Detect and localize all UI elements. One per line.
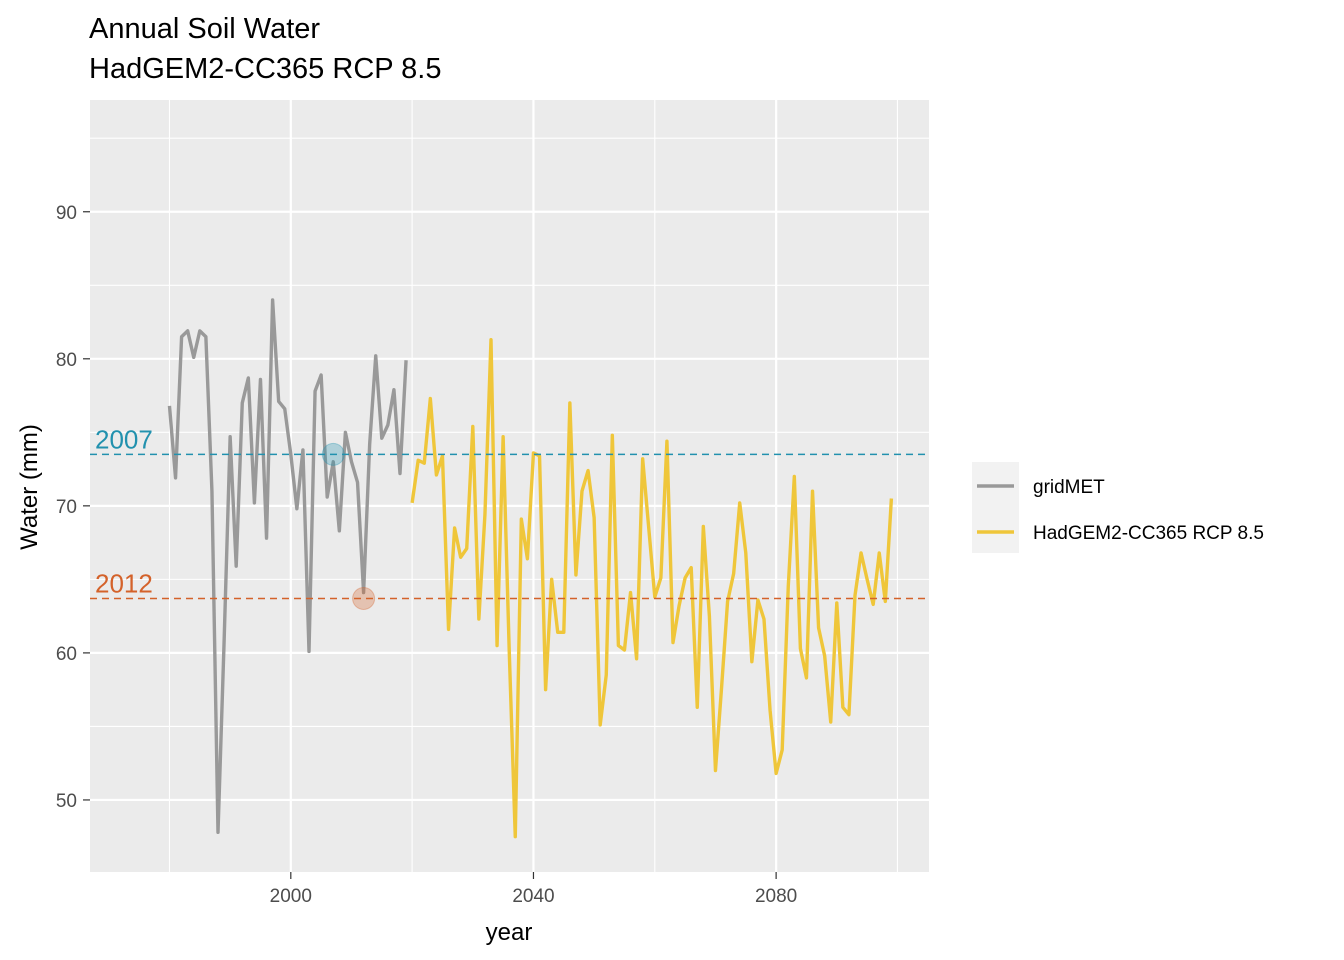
reference-markers <box>321 442 376 610</box>
chart-title: Annual Soil Water <box>89 13 320 45</box>
y-tick-label: 80 <box>56 350 77 371</box>
legend-keys-background <box>972 462 1019 553</box>
y-tick-label: 90 <box>56 203 77 224</box>
chart-subtitle: HadGEM2-CC365 RCP 8.5 <box>89 53 441 85</box>
x-axis-title: year <box>486 919 533 946</box>
legend-label-hadgem[interactable]: HadGEM2-CC365 RCP 8.5 <box>1033 523 1264 544</box>
series-line-1[interactable] <box>410 337 894 839</box>
reference-label-2007: 2007 <box>95 424 153 454</box>
y-tick-label: 70 <box>56 497 77 518</box>
reference-marker-2012[interactable] <box>352 586 376 610</box>
grid-minor <box>90 100 929 872</box>
y-axis-title: Water (mm) <box>16 424 43 550</box>
reference-label-2012: 2012 <box>95 568 153 598</box>
y-tick-label: 60 <box>56 644 77 665</box>
series-line-0[interactable] <box>167 298 408 834</box>
x-tick-label: 2000 <box>270 886 312 907</box>
x-tick-label: 2040 <box>512 886 554 907</box>
reference-marker-2007[interactable] <box>321 442 345 466</box>
x-tick-label: 2080 <box>755 886 797 907</box>
y-tick-label: 50 <box>56 791 77 812</box>
legend-label-gridmet[interactable]: gridMET <box>1033 477 1105 498</box>
axes: 2000 2040 2080 50 60 70 80 90 <box>56 203 797 907</box>
legend[interactable]: gridMET HadGEM2-CC365 RCP 8.5 <box>972 462 1264 553</box>
reference-lines: 2007 2012 <box>90 424 929 600</box>
series-layer <box>167 298 894 839</box>
